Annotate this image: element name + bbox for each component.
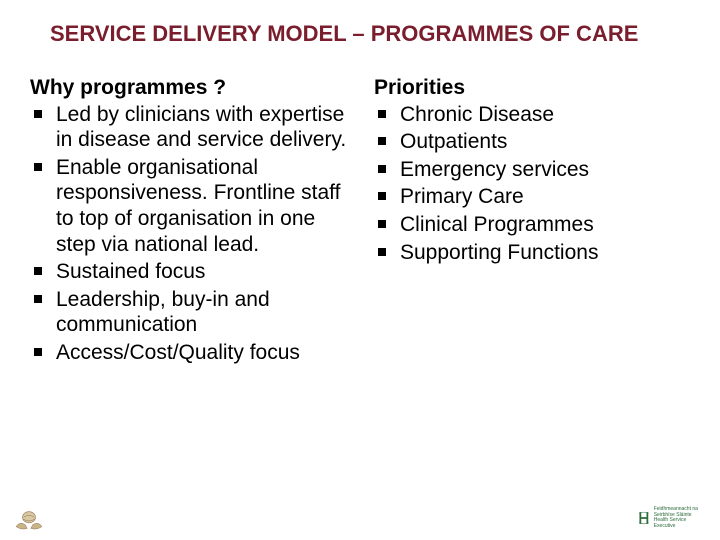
list-item: Primary Care <box>374 184 692 210</box>
right-heading: Priorities <box>372 76 692 100</box>
list-item: Led by clinicians with expertise in dise… <box>30 102 348 153</box>
hse-logo: Feidhmeannacht na Seirbhíse Sláinte Heal… <box>638 504 708 532</box>
list-item: Leadership, buy-in and communication <box>30 287 348 338</box>
list-item: Emergency services <box>374 157 692 183</box>
left-heading: Why programmes ? <box>28 76 348 100</box>
list-item: Enable organisational responsiveness. Fr… <box>30 155 348 257</box>
hands-globe-icon <box>10 508 48 534</box>
right-bullet-list: Chronic Disease Outpatients Emergency se… <box>372 102 692 266</box>
slide-title: SERVICE DELIVERY MODEL – PROGRAMMES OF C… <box>0 20 720 48</box>
right-column: Priorities Chronic Disease Outpatients E… <box>372 76 692 368</box>
list-item: Sustained focus <box>30 259 348 285</box>
hse-logo-text: Feidhmeannacht na Seirbhíse Sláinte Heal… <box>654 507 708 529</box>
list-item: Outpatients <box>374 129 692 155</box>
list-item: Chronic Disease <box>374 102 692 128</box>
content-columns: Why programmes ? Led by clinicians with … <box>0 76 720 368</box>
list-item: Clinical Programmes <box>374 212 692 238</box>
hse-text-line2: Health Service Executive <box>654 518 708 529</box>
list-item: Supporting Functions <box>374 240 692 266</box>
left-bullet-list: Led by clinicians with expertise in dise… <box>28 102 348 366</box>
list-item: Access/Cost/Quality focus <box>30 340 348 366</box>
left-column: Why programmes ? Led by clinicians with … <box>28 76 348 368</box>
slide: SERVICE DELIVERY MODEL – PROGRAMMES OF C… <box>0 0 720 540</box>
